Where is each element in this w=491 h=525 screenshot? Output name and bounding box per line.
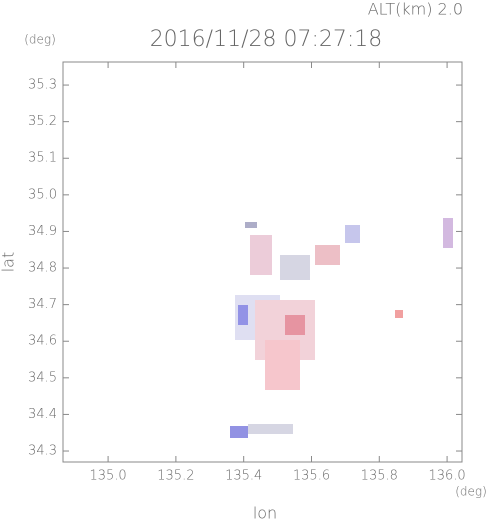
radar-echoes	[230, 218, 453, 438]
y-tick-label: 35.2	[28, 114, 57, 129]
y-tick-label: 34.4	[28, 407, 57, 422]
y-tick-label: 34.5	[28, 370, 57, 385]
y-tick-label: 34.9	[28, 224, 57, 239]
x-tick-label: 135.8	[361, 469, 398, 484]
x-unit: (deg)	[455, 485, 487, 499]
y-axis-label: lat	[0, 252, 18, 273]
x-tick-label: 135.0	[89, 469, 126, 484]
y-tick-label: 35.3	[28, 78, 57, 93]
echo	[315, 245, 340, 265]
echo	[238, 305, 248, 325]
echo	[443, 218, 453, 248]
y-tick-label: 34.7	[28, 297, 57, 312]
y-unit: (deg)	[24, 33, 56, 47]
echo	[345, 225, 360, 243]
echo	[248, 424, 293, 434]
y-tick-label: 35.1	[28, 151, 57, 166]
x-tick-label: 135.6	[293, 469, 330, 484]
echo	[250, 235, 272, 275]
x-tick-label: 136.0	[428, 469, 465, 484]
echo	[245, 222, 257, 228]
echo	[230, 426, 248, 438]
y-tick-label: 34.8	[28, 261, 57, 276]
echo	[285, 315, 305, 335]
y-tick-label: 34.6	[28, 334, 57, 349]
x-axis-label: lon	[253, 504, 277, 522]
x-tick-label: 135.2	[157, 469, 194, 484]
echo	[280, 255, 310, 280]
echo	[395, 310, 403, 318]
y-tick-label: 34.3	[28, 444, 57, 459]
subtitle: ALT(km) 2.0	[368, 0, 463, 19]
echo	[265, 340, 300, 390]
x-tick-label: 135.4	[225, 469, 262, 484]
plot-frame	[62, 61, 463, 463]
chart-title: 2016/11/28 07:27:18	[150, 27, 383, 52]
y-tick-label: 35.0	[28, 187, 57, 202]
